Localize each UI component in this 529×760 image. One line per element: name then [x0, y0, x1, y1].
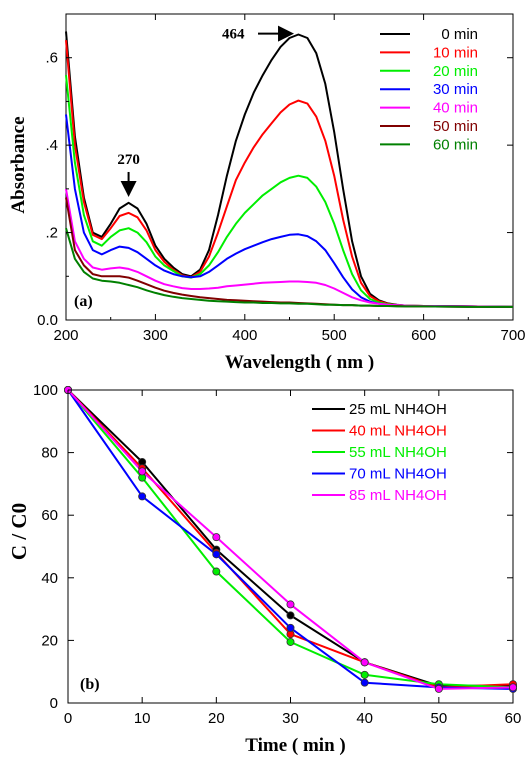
- tick-marks-a: [65, 14, 514, 321]
- peak-annotations: 464 270: [117, 25, 295, 197]
- data-point: [138, 492, 147, 501]
- x-tick-label-b: 40: [356, 710, 373, 727]
- data-point: [360, 658, 369, 667]
- peak-label-270: 270: [117, 152, 140, 168]
- legend-label-a: 20 min: [433, 63, 478, 80]
- legend-label-b: 25 mL NH4OH: [349, 401, 447, 418]
- legend-label-b: 40 mL NH4OH: [349, 423, 447, 440]
- x-tick-label-a: 600: [411, 327, 436, 344]
- legend-label-a: 40 min: [433, 100, 478, 117]
- degradation-chart: 0 10 20 30 40 50 60 0 20 40 60 80 100 Time ( min ) C…: [7, 382, 521, 756]
- absorbance-chart: 200 300 400 500 600 700 0.0 .2 .4 .6 Wavelength (…: [8, 13, 526, 373]
- y-tick-label-b: 40: [41, 570, 58, 587]
- peak-label-464: 464: [222, 27, 245, 43]
- data-point: [360, 670, 369, 679]
- tick-labels-a: 200 300 400 500 600 700 0.0 .2 .4 .6: [37, 50, 525, 344]
- tick-marks-b: [67, 389, 514, 704]
- y-tick-label-b: 0: [50, 695, 58, 712]
- x-tick-label-b: 10: [134, 710, 151, 727]
- y-tick-label-b: 80: [41, 445, 58, 462]
- spectrum-line: [65, 75, 514, 308]
- data-point: [286, 611, 295, 620]
- legend-label-a: 10 min: [433, 44, 478, 61]
- x-axis-title-a: Wavelength ( nm ): [225, 352, 374, 373]
- x-tick-label-a: 400: [232, 327, 257, 344]
- panel-label-a: (a): [74, 293, 93, 310]
- legend-label-a: 0 min: [441, 26, 478, 43]
- y-tick-label-b: 20: [41, 632, 58, 649]
- data-point: [286, 623, 295, 632]
- y-tick-label-a: .6: [45, 50, 58, 67]
- panel-label-b: (b): [80, 676, 100, 693]
- x-axis-title-b: Time ( min ): [245, 735, 345, 756]
- x-tick-label-b: 20: [208, 710, 225, 727]
- spectrum-line: [65, 188, 514, 308]
- y-tick-label-b: 60: [41, 507, 58, 524]
- y-tick-label-a: .2: [45, 225, 58, 242]
- data-point: [286, 637, 295, 646]
- data-point: [212, 567, 221, 576]
- legend-b: 25 mL NH4OH 40 mL NH4OH 55 mL NH4OH 70 mL N…: [312, 401, 447, 504]
- absorbance-curves: [65, 31, 514, 308]
- tick-labels-b: 0 10 20 30 40 50 60 0 20 40 60 80 100: [33, 382, 521, 727]
- spectrum-line: [65, 227, 513, 308]
- x-tick-label-b: 50: [430, 710, 447, 727]
- degradation-lines: [64, 385, 517, 693]
- y-tick-label-a: .4: [45, 137, 58, 154]
- legend-label-a: 30 min: [433, 81, 478, 98]
- data-point: [360, 678, 369, 687]
- data-point: [434, 684, 443, 693]
- data-point: [508, 683, 517, 692]
- x-tick-label-a: 200: [53, 327, 78, 344]
- y-tick-label-a: 0.0: [37, 312, 58, 329]
- x-tick-label-b: 60: [505, 710, 522, 727]
- spectrum-line: [65, 31, 514, 308]
- legend-label-b: 85 mL NH4OH: [349, 487, 447, 504]
- x-tick-label-a: 300: [143, 327, 168, 344]
- data-point: [138, 467, 147, 476]
- x-tick-label-b: 0: [64, 710, 72, 727]
- legend-label-b: 55 mL NH4OH: [349, 444, 447, 461]
- x-tick-label-a: 500: [322, 327, 347, 344]
- legend-label-a: 50 min: [433, 118, 478, 135]
- y-tick-label-b: 100: [33, 382, 58, 399]
- legend-label-b: 70 mL NH4OH: [349, 466, 447, 483]
- data-point: [212, 533, 221, 542]
- x-tick-label-b: 30: [282, 710, 299, 727]
- y-axis-title-a: Absorbance: [8, 116, 29, 213]
- spectrum-line: [65, 40, 514, 308]
- legend-label-a: 60 min: [433, 136, 478, 153]
- data-point: [212, 550, 221, 559]
- x-tick-label-a: 700: [500, 327, 525, 344]
- data-point: [286, 600, 295, 609]
- y-axis-title-b: C / C0: [7, 503, 31, 560]
